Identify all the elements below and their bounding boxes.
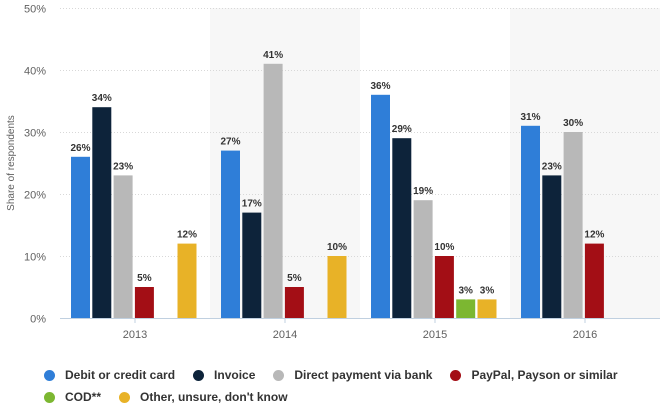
x-axis-ticks: 2013 2014 2015 2016: [123, 318, 597, 341]
legend-row: COD** Other, unsure, don't know: [44, 386, 654, 408]
legend-label: Invoice: [214, 368, 256, 382]
x-tick-label: 2016: [573, 329, 597, 341]
y-tick-label: 20%: [24, 190, 46, 202]
y-tick-label: 50%: [24, 4, 46, 16]
legend-swatch: [193, 369, 205, 381]
data-label: 5%: [137, 273, 152, 284]
data-label: 3%: [458, 285, 473, 296]
data-labels: 26% 34% 23% 5% 12% 27% 17% 41% 5% 10% 36% 29% 19% 10%…: [70, 50, 604, 297]
bar: [134, 287, 154, 318]
data-label: 17%: [242, 199, 262, 210]
bar: [563, 132, 583, 318]
bars: [71, 63, 604, 318]
bar: [477, 299, 497, 318]
legend-item[interactable]: Direct payment via bank: [273, 368, 432, 382]
bar-chart: 0% 10% 20% 30% 40% 50% Share of respondents 2…: [6, 4, 660, 341]
legend-swatch: [44, 369, 55, 381]
data-label: 27%: [220, 137, 240, 148]
bar: [242, 212, 262, 318]
bar: [521, 125, 540, 318]
data-label: 34%: [92, 93, 112, 104]
data-label: 3%: [480, 285, 495, 296]
bar: [413, 200, 433, 318]
bar: [327, 256, 347, 318]
bar: [263, 63, 283, 318]
data-label: 10%: [434, 242, 454, 253]
data-label: 36%: [370, 81, 390, 92]
legend-item[interactable]: Debit or credit card: [44, 368, 175, 382]
x-tick-label: 2015: [423, 329, 447, 341]
legend-swatch: [450, 369, 462, 381]
y-tick-label: 10%: [24, 252, 46, 264]
legend-item[interactable]: PayPal, Payson or similar: [450, 368, 618, 382]
legend-swatch: [119, 391, 131, 403]
y-axis-label: Share of respondents: [6, 115, 17, 211]
data-label: 29%: [392, 124, 412, 135]
data-label: 5%: [287, 273, 302, 284]
legend-item[interactable]: Other, unsure, don't know: [119, 390, 288, 404]
legend-swatch: [44, 391, 55, 403]
bar: [434, 256, 454, 318]
y-axis-ticks: 0% 10% 20% 30% 40% 50%: [24, 4, 46, 326]
bar: [584, 243, 604, 318]
data-label: 12%: [584, 230, 604, 241]
bar: [92, 107, 112, 318]
bar: [392, 138, 412, 318]
x-tick-label: 2014: [273, 329, 297, 341]
legend: Debit or credit card Invoice Direct paymen…: [44, 364, 654, 408]
legend-row: Debit or credit card Invoice Direct paymen…: [44, 364, 654, 386]
data-label: 23%: [542, 161, 562, 172]
data-label: 26%: [70, 143, 90, 154]
bar: [456, 299, 476, 318]
y-tick-label: 0%: [30, 314, 46, 326]
y-tick-label: 30%: [24, 128, 46, 140]
data-label: 30%: [563, 118, 583, 129]
legend-label: Debit or credit card: [65, 368, 176, 382]
legend-label: Direct payment via bank: [294, 368, 433, 382]
bar: [113, 175, 133, 318]
data-label: 41%: [263, 50, 283, 61]
bar: [284, 287, 304, 318]
data-label: 19%: [413, 186, 433, 197]
x-tick-label: 2013: [123, 329, 147, 341]
legend-item[interactable]: Invoice: [193, 368, 255, 382]
y-tick-label: 40%: [24, 66, 46, 78]
legend-label: COD**: [65, 390, 102, 404]
gridlines: [60, 8, 660, 257]
bar: [371, 94, 390, 318]
legend-item[interactable]: COD**: [44, 390, 101, 404]
data-label: 23%: [113, 161, 133, 172]
data-label: 31%: [520, 112, 540, 123]
bar: [177, 243, 197, 318]
bar: [221, 150, 240, 318]
legend-label: Other, unsure, don't know: [140, 390, 288, 404]
legend-label: PayPal, Payson or similar: [471, 368, 618, 382]
bar: [71, 156, 90, 318]
legend-swatch: [273, 369, 285, 381]
bar: [542, 175, 562, 318]
data-label: 10%: [327, 242, 347, 253]
data-label: 12%: [177, 230, 197, 241]
